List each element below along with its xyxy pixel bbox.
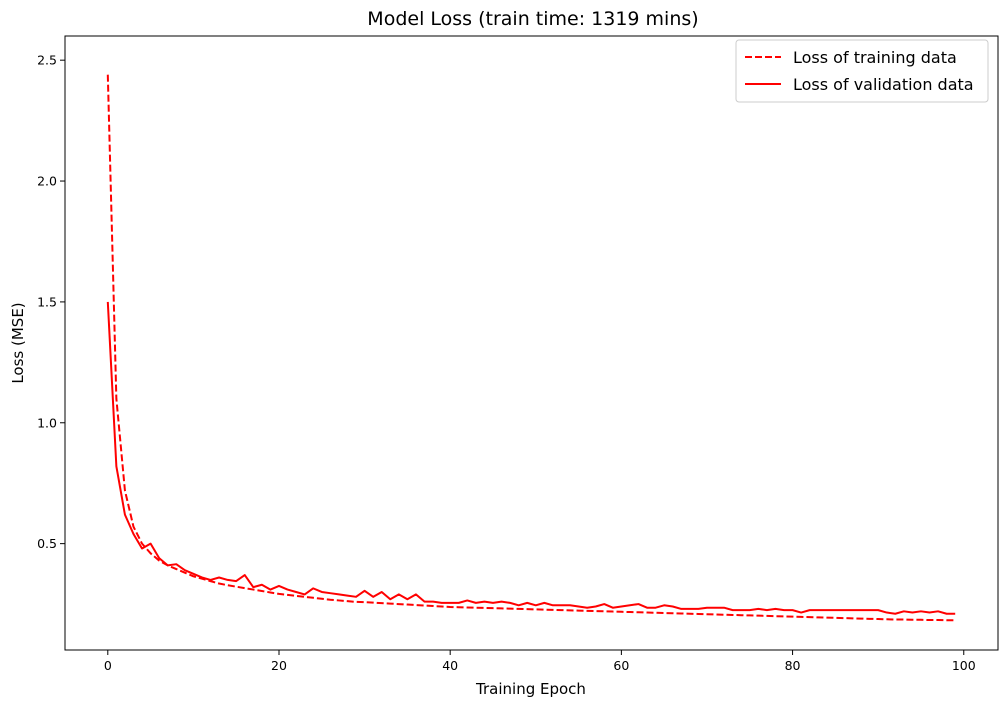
series-lines	[106, 74, 956, 622]
training-loss-line	[106, 74, 956, 622]
plot-area-frame	[64, 35, 999, 651]
y-tick-label: 2.5	[37, 53, 57, 68]
x-tick-label: 60	[613, 658, 629, 673]
x-tick-label: 80	[785, 658, 801, 673]
x-axis-label: Training Epoch	[475, 680, 586, 698]
x-tick-label: 20	[271, 658, 287, 673]
y-tick-label: 1.0	[37, 415, 57, 430]
validation-loss-line	[106, 301, 956, 615]
x-tick-label: 100	[952, 658, 976, 673]
x-tick-label: 40	[442, 658, 458, 673]
y-tick-label: 1.5	[37, 294, 57, 309]
y-axis-label: Loss (MSE)	[9, 302, 27, 383]
x-tick-label: 0	[104, 658, 112, 673]
y-tick-label: 0.5	[37, 536, 57, 551]
y-tick-label: 2.0	[37, 174, 57, 189]
x-axis-ticks: 0 20 40 60 80 100	[104, 650, 976, 673]
chart-title: Model Loss (train time: 1319 mins)	[367, 8, 698, 30]
legend-label-validation: Loss of validation data	[793, 75, 974, 94]
legend: Loss of training data Loss of validation…	[735, 39, 989, 103]
y-axis-ticks: 0.5 1.0 1.5 2.0 2.5	[37, 53, 65, 551]
legend-box	[735, 39, 989, 103]
legend-label-training: Loss of training data	[793, 48, 957, 67]
